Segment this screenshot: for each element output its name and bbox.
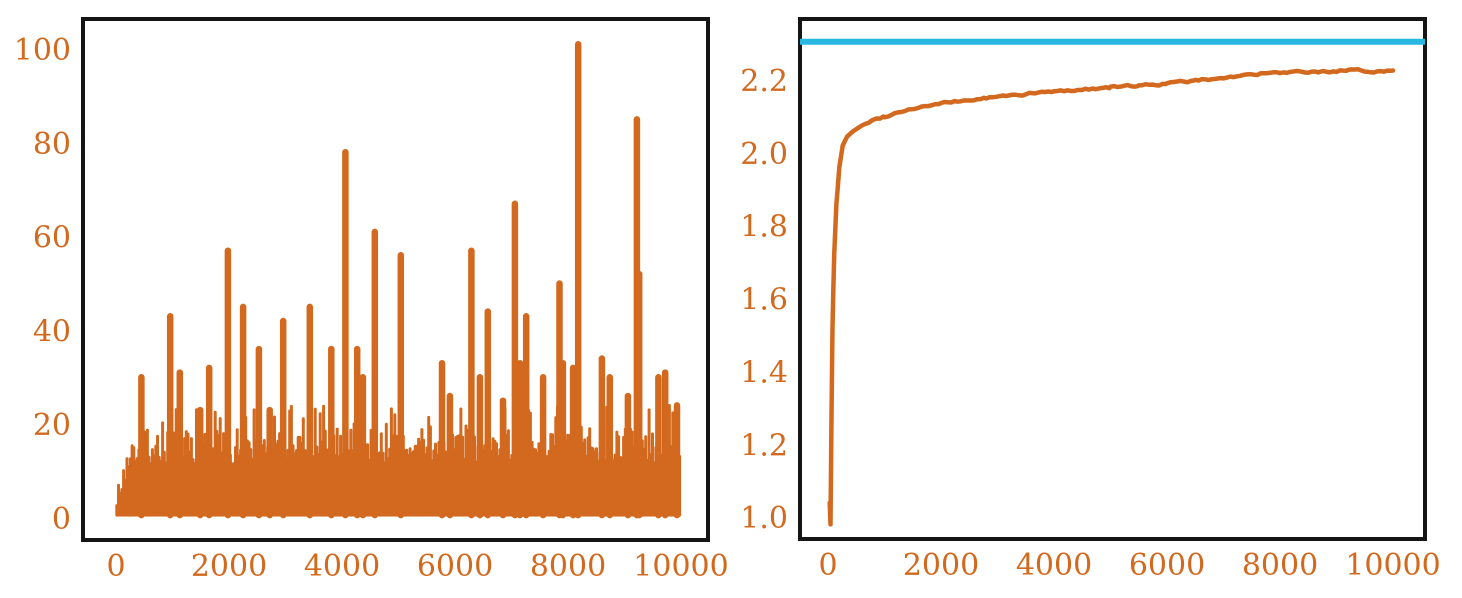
samples-y-tick-label: 80 xyxy=(33,127,71,162)
running-estimate-x-tick-label: 2000 xyxy=(903,548,979,583)
samples-y-tick-label: 100 xyxy=(14,33,71,68)
samples-y-tick-label: 20 xyxy=(33,408,71,443)
sample-spikes xyxy=(138,41,681,519)
samples-y-tick-label: 40 xyxy=(33,314,71,349)
running-estimate-y-tick-label: 1.6 xyxy=(740,283,788,318)
running-estimate-x-tick-label: 8000 xyxy=(1242,548,1318,583)
running-mean-line xyxy=(827,67,1396,527)
running-estimate-y-tick-label: 1.0 xyxy=(740,501,788,536)
running-estimate-y-tick-label: 2.0 xyxy=(740,137,788,172)
samples-chart: 0 2000 4000 6000 8000 10000 0 20 40 60 80 100 xyxy=(14,17,729,584)
running-estimate-y-tick-label: 1.8 xyxy=(740,210,788,245)
samples-y-tick-label: 60 xyxy=(33,221,71,256)
running-estimate-x-tick-label: 6000 xyxy=(1129,548,1205,583)
running-estimate-x-tick-label: 10000 xyxy=(1345,548,1440,583)
samples-x-tick-label: 0 xyxy=(106,549,125,584)
running-estimate-axes-spines xyxy=(798,17,1427,541)
running-estimate-chart: 0 2000 4000 6000 8000 10000 1.0 1.2 1.4 1.6 1.8 2.0… xyxy=(740,17,1441,583)
running-estimate-y-tick-label: 1.4 xyxy=(740,355,788,390)
samples-x-tick-label: 4000 xyxy=(304,549,380,584)
running-estimate-x-tick-label: 0 xyxy=(818,548,837,583)
samples-x-tick-label: 8000 xyxy=(530,549,606,584)
samples-x-tick-label: 6000 xyxy=(417,549,493,584)
running-estimate-x-tick-label: 4000 xyxy=(1016,548,1092,583)
samples-y-tick-label: 0 xyxy=(52,502,71,537)
running-estimate-y-tick-label: 2.2 xyxy=(740,64,788,99)
running-estimate-y-tick-label: 1.2 xyxy=(740,428,788,463)
samples-axes-spines xyxy=(81,17,710,542)
samples-x-tick-label: 2000 xyxy=(191,549,267,584)
samples-x-tick-label: 10000 xyxy=(633,549,728,584)
